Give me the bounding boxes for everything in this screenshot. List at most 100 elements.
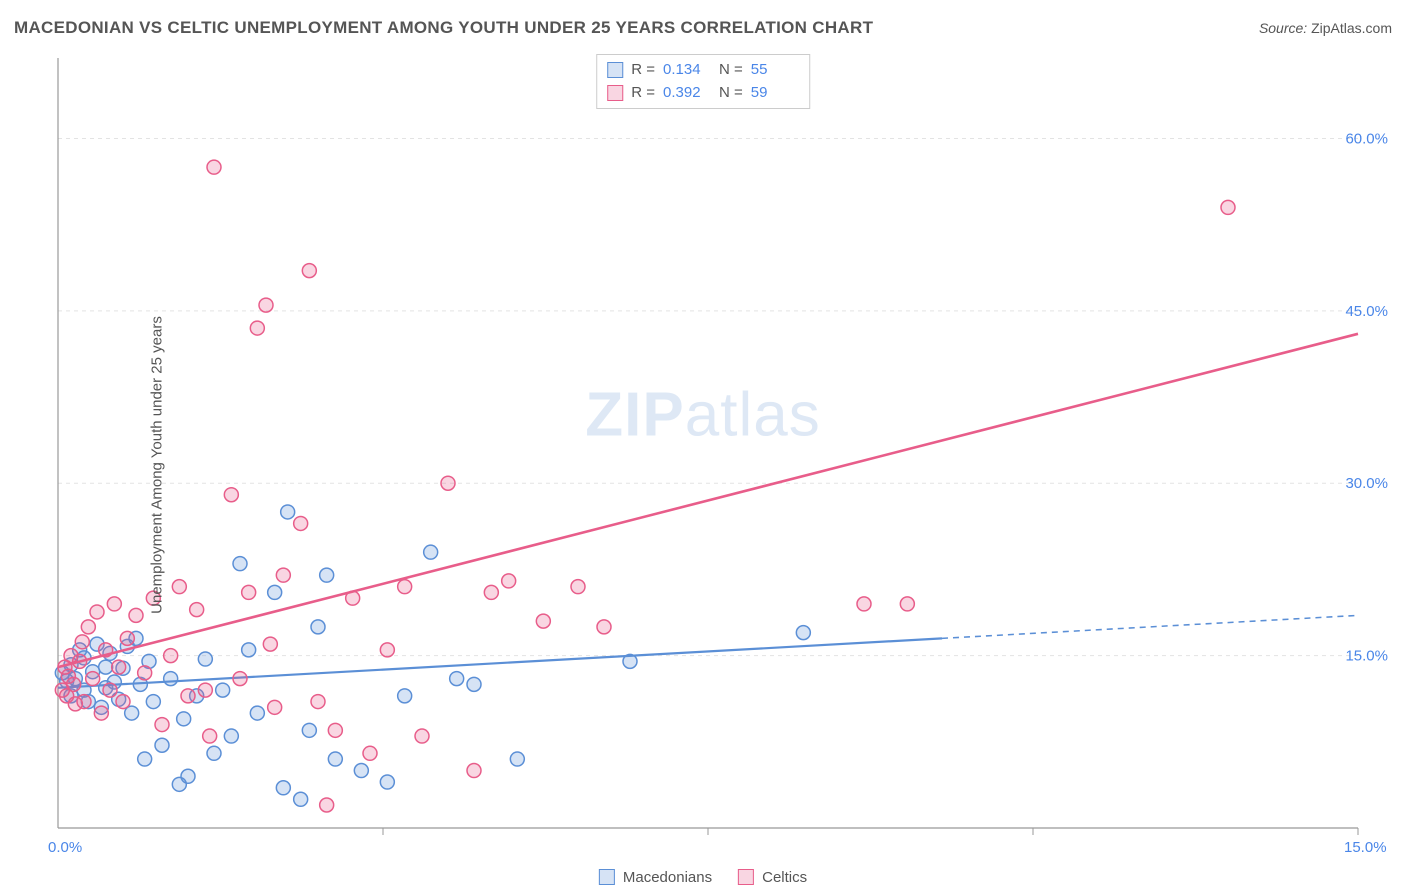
data-point bbox=[67, 677, 81, 691]
data-point bbox=[857, 597, 871, 611]
data-point bbox=[138, 752, 152, 766]
data-point bbox=[129, 608, 143, 622]
data-point bbox=[263, 637, 277, 651]
data-point bbox=[311, 620, 325, 634]
data-point bbox=[441, 476, 455, 490]
series-legend: Macedonians Celtics bbox=[599, 869, 807, 886]
stat-n-value: 55 bbox=[751, 59, 799, 82]
data-point bbox=[380, 775, 394, 789]
data-point bbox=[328, 752, 342, 766]
legend-label: Macedonians bbox=[623, 869, 712, 886]
data-point bbox=[172, 580, 186, 594]
data-point bbox=[181, 769, 195, 783]
stats-row-celtics: R = 0.392 N = 59 bbox=[607, 82, 799, 105]
stats-legend: R =0.134N =55R =0.392N =59 bbox=[596, 54, 810, 109]
data-point bbox=[450, 672, 464, 686]
legend-swatch bbox=[607, 85, 623, 101]
data-point bbox=[77, 695, 91, 709]
data-point bbox=[207, 160, 221, 174]
data-point bbox=[268, 585, 282, 599]
data-point bbox=[250, 321, 264, 335]
data-point bbox=[302, 264, 316, 278]
legend-swatch bbox=[738, 869, 754, 885]
data-point bbox=[99, 660, 113, 674]
data-point bbox=[484, 585, 498, 599]
data-point bbox=[224, 729, 238, 743]
y-tick-label: 15.0% bbox=[1345, 648, 1388, 665]
stat-r-label: R = bbox=[631, 59, 655, 82]
data-point bbox=[116, 695, 130, 709]
chart-header: MACEDONIAN VS CELTIC UNEMPLOYMENT AMONG … bbox=[14, 18, 1392, 38]
stat-n-value: 59 bbox=[751, 82, 799, 105]
data-point bbox=[276, 781, 290, 795]
data-point bbox=[75, 635, 89, 649]
data-point bbox=[398, 580, 412, 594]
data-point bbox=[81, 620, 95, 634]
data-point bbox=[571, 580, 585, 594]
data-point bbox=[107, 597, 121, 611]
trend-line-extrapolated bbox=[942, 615, 1358, 638]
chart-title: MACEDONIAN VS CELTIC UNEMPLOYMENT AMONG … bbox=[14, 18, 873, 38]
data-point bbox=[311, 695, 325, 709]
data-point bbox=[259, 298, 273, 312]
data-point bbox=[294, 792, 308, 806]
legend-item-macedonians[interactable]: Macedonians bbox=[599, 869, 712, 886]
source-prefix: Source: bbox=[1259, 20, 1311, 36]
legend-swatch bbox=[599, 869, 615, 885]
x-max-label: 15.0% bbox=[1344, 839, 1387, 856]
data-point bbox=[190, 603, 204, 617]
data-point bbox=[198, 683, 212, 697]
y-tick-label: 60.0% bbox=[1345, 130, 1388, 147]
data-point bbox=[900, 597, 914, 611]
data-point bbox=[120, 631, 134, 645]
data-point bbox=[242, 585, 256, 599]
stat-n-label: N = bbox=[719, 82, 743, 105]
data-point bbox=[380, 643, 394, 657]
data-point bbox=[177, 712, 191, 726]
data-point bbox=[164, 649, 178, 663]
stat-r-label: R = bbox=[631, 82, 655, 105]
data-point bbox=[1221, 200, 1235, 214]
trend-line bbox=[58, 334, 1358, 667]
data-point bbox=[207, 746, 221, 760]
y-axis-label: Unemployment Among Youth under 25 years bbox=[148, 316, 165, 614]
data-point bbox=[224, 488, 238, 502]
legend-swatch bbox=[607, 62, 623, 78]
data-point bbox=[94, 706, 108, 720]
data-point bbox=[268, 700, 282, 714]
data-point bbox=[276, 568, 290, 582]
data-point bbox=[424, 545, 438, 559]
data-point bbox=[112, 660, 126, 674]
data-point bbox=[198, 652, 212, 666]
source-link[interactable]: ZipAtlas.com bbox=[1311, 20, 1392, 36]
stat-n-label: N = bbox=[719, 59, 743, 82]
data-point bbox=[242, 643, 256, 657]
trend-line bbox=[58, 638, 942, 687]
data-point bbox=[467, 764, 481, 778]
data-point bbox=[363, 746, 377, 760]
data-point bbox=[146, 695, 160, 709]
data-point bbox=[302, 723, 316, 737]
data-point bbox=[203, 729, 217, 743]
data-point bbox=[597, 620, 611, 634]
data-point bbox=[233, 672, 247, 686]
stat-r-value: 0.392 bbox=[663, 82, 711, 105]
data-point bbox=[536, 614, 550, 628]
data-point bbox=[796, 626, 810, 640]
data-point bbox=[86, 672, 100, 686]
stats-row-macedonians: R =0.134N =55 bbox=[607, 59, 799, 82]
data-point bbox=[216, 683, 230, 697]
data-point bbox=[233, 557, 247, 571]
data-point bbox=[138, 666, 152, 680]
data-point bbox=[467, 677, 481, 691]
data-point bbox=[328, 723, 342, 737]
y-tick-label: 45.0% bbox=[1345, 303, 1388, 320]
chart-area: Unemployment Among Youth under 25 years … bbox=[14, 50, 1392, 880]
data-point bbox=[354, 764, 368, 778]
data-point bbox=[510, 752, 524, 766]
legend-item-celtics[interactable]: Celtics bbox=[738, 869, 807, 886]
legend-label: Celtics bbox=[762, 869, 807, 886]
data-point bbox=[398, 689, 412, 703]
data-point bbox=[294, 516, 308, 530]
source-attribution: Source: ZipAtlas.com bbox=[1259, 20, 1392, 36]
